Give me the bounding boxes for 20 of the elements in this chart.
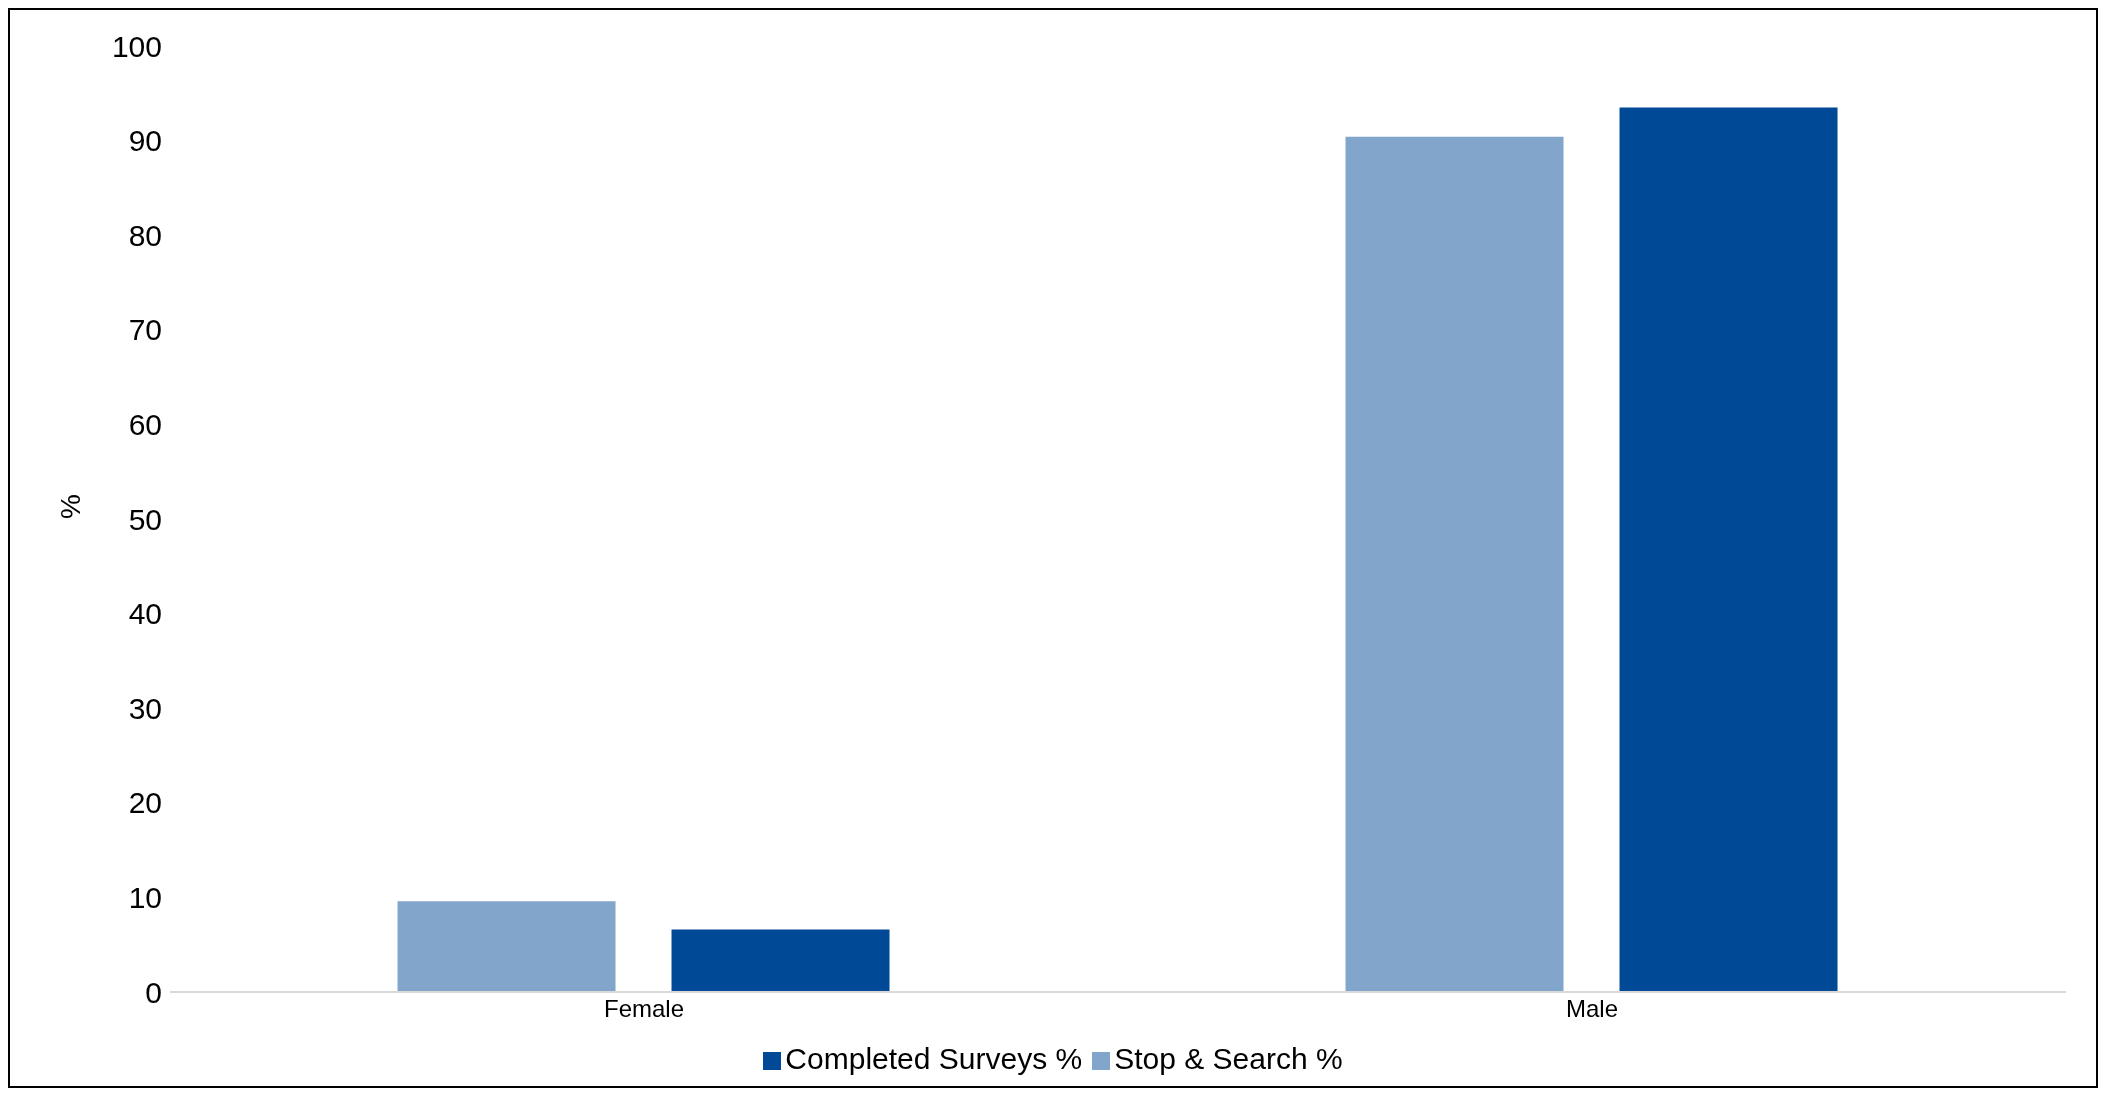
legend-label: Completed Surveys % (785, 1042, 1083, 1075)
y-tick-label: 80 (128, 218, 162, 252)
bar (1619, 107, 1838, 992)
y-tick-label: 70 (128, 313, 162, 347)
y-tick-label: 10 (128, 881, 162, 915)
y-tick-label: 90 (128, 124, 162, 158)
bar (1345, 136, 1564, 992)
y-tick-label: 40 (128, 597, 162, 631)
y-tick-label: 50 (128, 502, 162, 536)
y-tick-label: 100 (111, 29, 162, 63)
y-tick-label: 0 (145, 975, 162, 1009)
bar (397, 901, 616, 992)
x-tick-label: Female (603, 995, 685, 1023)
legend-label: Stop & Search % (1114, 1042, 1343, 1075)
x-tick-label: Male (1565, 995, 1619, 1023)
bar (671, 929, 890, 992)
y-tick-label: 60 (128, 408, 162, 442)
y-tick-label: 30 (128, 691, 162, 725)
y-axis-title: % (54, 494, 86, 519)
y-tick-label: 20 (128, 786, 162, 820)
